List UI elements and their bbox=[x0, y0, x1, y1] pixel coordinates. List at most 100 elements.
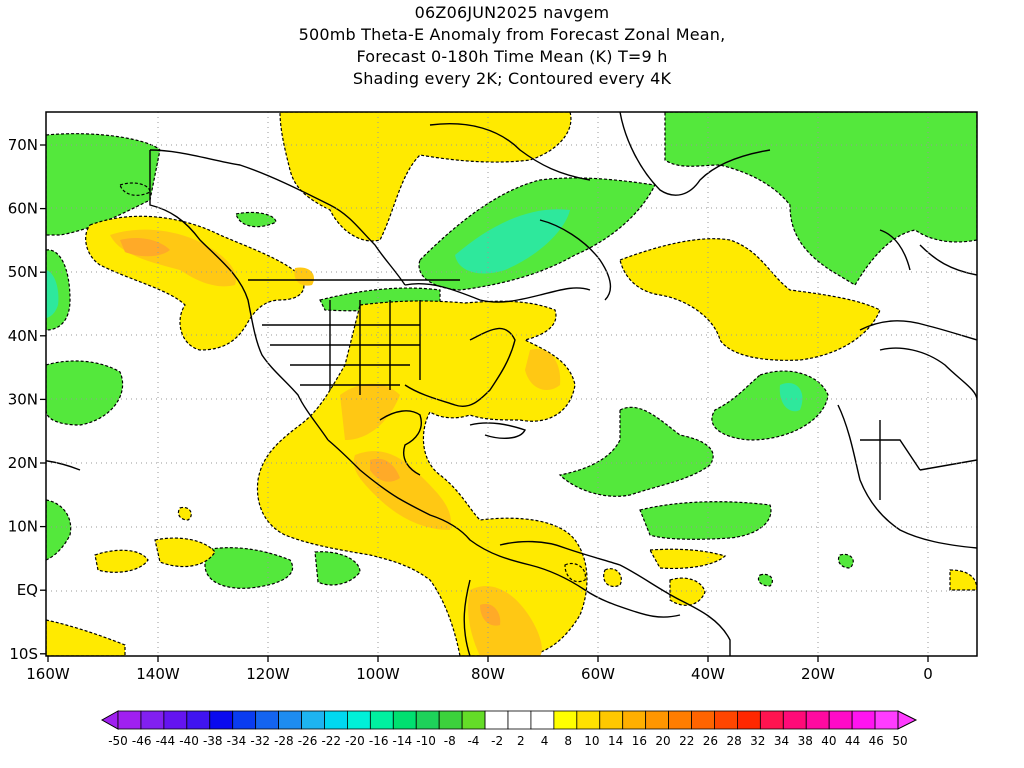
colorbar-label: 44 bbox=[845, 734, 860, 748]
colorbar-swatch bbox=[507, 710, 532, 730]
longitude-axis: 160W 140W 120W 100W 80W 60W 40W 20W 0 bbox=[26, 656, 933, 683]
colorbar-swatch bbox=[691, 710, 715, 730]
lat-tick-label: 60N bbox=[8, 200, 38, 218]
colorbar-label: 28 bbox=[726, 734, 741, 748]
colorbar-label: -4 bbox=[467, 734, 479, 748]
colorbar-label: -40 bbox=[179, 734, 199, 748]
colorbar-swatch bbox=[851, 710, 876, 730]
colorbar-label: 32 bbox=[750, 734, 765, 748]
colorbar-swatch bbox=[255, 710, 279, 730]
colorbar-label: 46 bbox=[869, 734, 884, 748]
lon-tick-label: 160W bbox=[26, 665, 70, 683]
colorbar-label: 16 bbox=[632, 734, 647, 748]
colorbar-swatch bbox=[392, 710, 417, 730]
colorbar-swatch bbox=[874, 710, 899, 730]
colorbar-swatch bbox=[117, 710, 142, 730]
lon-tick-label: 80W bbox=[471, 665, 505, 683]
colorbar-label: -20 bbox=[345, 734, 365, 748]
colorbar-swatch bbox=[461, 710, 486, 730]
lon-tick-label: 100W bbox=[356, 665, 400, 683]
colorbar-label: 2 bbox=[517, 734, 525, 748]
lon-tick-label: 40W bbox=[691, 665, 725, 683]
colorbar-swatch bbox=[759, 710, 784, 730]
colorbar-label: -32 bbox=[250, 734, 270, 748]
lon-tick-label: 20W bbox=[801, 665, 835, 683]
colorbar-label: 4 bbox=[541, 734, 549, 748]
negative-anomaly-strong bbox=[46, 209, 803, 412]
lat-tick-label: EQ bbox=[17, 581, 38, 599]
title-line-3: Forecast 0-180h Time Mean (K) T=9 h bbox=[356, 47, 668, 66]
colorbar bbox=[100, 710, 918, 730]
colorbar-label: 40 bbox=[821, 734, 836, 748]
colorbar-label: -22 bbox=[321, 734, 341, 748]
colorbar-swatch bbox=[415, 710, 440, 730]
colorbar-label: -8 bbox=[444, 734, 456, 748]
colorbar-label: 22 bbox=[679, 734, 694, 748]
colorbar-swatch bbox=[599, 710, 624, 730]
colorbar-swatch bbox=[438, 710, 463, 730]
colorbar-label: 14 bbox=[608, 734, 623, 748]
colorbar-label: -28 bbox=[274, 734, 294, 748]
colorbar-swatch bbox=[828, 710, 853, 730]
lat-tick-label: 50N bbox=[8, 263, 38, 281]
colorbar-label: -38 bbox=[203, 734, 223, 748]
colorbar-label: 38 bbox=[798, 734, 813, 748]
colorbar-label: -14 bbox=[393, 734, 413, 748]
colorbar-label: -26 bbox=[298, 734, 318, 748]
coastlines bbox=[46, 112, 977, 656]
colorbar-swatch bbox=[163, 710, 188, 730]
colorbar-swatch bbox=[347, 710, 371, 730]
colorbar-swatch bbox=[186, 710, 211, 730]
colorbar-swatch bbox=[209, 710, 234, 730]
colorbar-arrow-right bbox=[897, 710, 918, 730]
negative-anomaly-shading bbox=[46, 112, 977, 589]
lat-tick-label: 10S bbox=[9, 645, 38, 663]
colorbar-label: 8 bbox=[564, 734, 572, 748]
colorbar-swatch bbox=[324, 710, 348, 730]
title-line-4: Shading every 2K; Contoured every 4K bbox=[352, 69, 672, 88]
colorbar-swatch bbox=[278, 710, 302, 730]
colorbar-swatch bbox=[530, 710, 555, 730]
lat-tick-label: 40N bbox=[8, 327, 38, 345]
lon-tick-label: 0 bbox=[923, 665, 933, 683]
colorbar-swatch bbox=[301, 710, 325, 730]
colorbar-label: -2 bbox=[491, 734, 503, 748]
colorbar-swatch bbox=[805, 710, 830, 730]
colorbar-swatch bbox=[369, 710, 394, 730]
colorbar-label: 10 bbox=[584, 734, 599, 748]
colorbar-swatch bbox=[782, 710, 807, 730]
lat-tick-label: 30N bbox=[8, 390, 38, 408]
colorbar-label: 20 bbox=[655, 734, 670, 748]
colorbar-swatch bbox=[553, 710, 578, 730]
colorbar-arrow-left bbox=[100, 710, 119, 730]
lon-tick-label: 60W bbox=[581, 665, 615, 683]
lon-tick-label: 140W bbox=[136, 665, 180, 683]
colorbar-swatch bbox=[484, 710, 509, 730]
latitude-axis: 70N 60N 50N 40N 30N 20N 10N EQ 10S bbox=[8, 136, 46, 663]
title-line-2: 500mb Theta-E Anomaly from Forecast Zona… bbox=[298, 25, 726, 44]
colorbar-swatch bbox=[576, 710, 601, 730]
colorbar-swatch bbox=[714, 710, 738, 730]
chart-title: 06Z06JUN2025 navgem 500mb Theta-E Anomal… bbox=[0, 2, 1024, 90]
colorbar-swatch bbox=[232, 710, 257, 730]
title-line-1: 06Z06JUN2025 navgem bbox=[414, 3, 610, 22]
colorbar-label: -46 bbox=[132, 734, 152, 748]
colorbar-label: -10 bbox=[416, 734, 436, 748]
colorbar-label: 26 bbox=[703, 734, 718, 748]
colorbar-label: -44 bbox=[156, 734, 176, 748]
colorbar-swatch bbox=[668, 710, 692, 730]
colorbar-label: -16 bbox=[369, 734, 389, 748]
plot-frame bbox=[45, 111, 978, 657]
colorbar-label: 34 bbox=[774, 734, 789, 748]
colorbar-swatch bbox=[140, 710, 165, 730]
colorbar-swatch bbox=[737, 710, 761, 730]
graticule bbox=[46, 112, 977, 656]
colorbar-label: -50 bbox=[108, 734, 128, 748]
colorbar-swatch bbox=[645, 710, 669, 730]
lon-tick-label: 120W bbox=[246, 665, 290, 683]
colorbar-label: 50 bbox=[892, 734, 907, 748]
colorbar-swatch bbox=[622, 710, 647, 730]
lat-tick-label: 70N bbox=[8, 136, 38, 154]
lat-tick-label: 20N bbox=[8, 454, 38, 472]
